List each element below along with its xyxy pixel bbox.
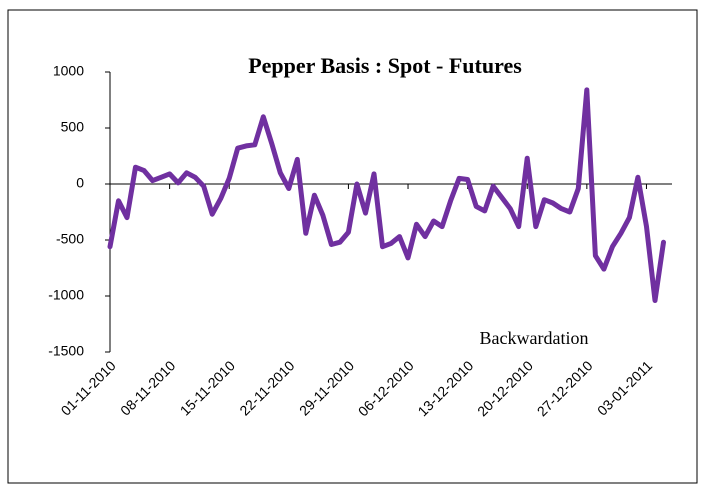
data-line	[107, 87, 666, 303]
y-tick-label: -500	[56, 231, 84, 247]
y-tick-label: 500	[61, 119, 85, 135]
y-tick-label: -1500	[48, 343, 84, 359]
chart-title: Pepper Basis : Spot - Futures	[248, 53, 522, 78]
annotation: Backwardation	[480, 328, 589, 348]
chart-border	[7, 9, 698, 484]
y-tick-label: 0	[76, 175, 84, 191]
y-tick-label: 1000	[53, 63, 84, 79]
y-tick-label: -1000	[48, 287, 84, 303]
